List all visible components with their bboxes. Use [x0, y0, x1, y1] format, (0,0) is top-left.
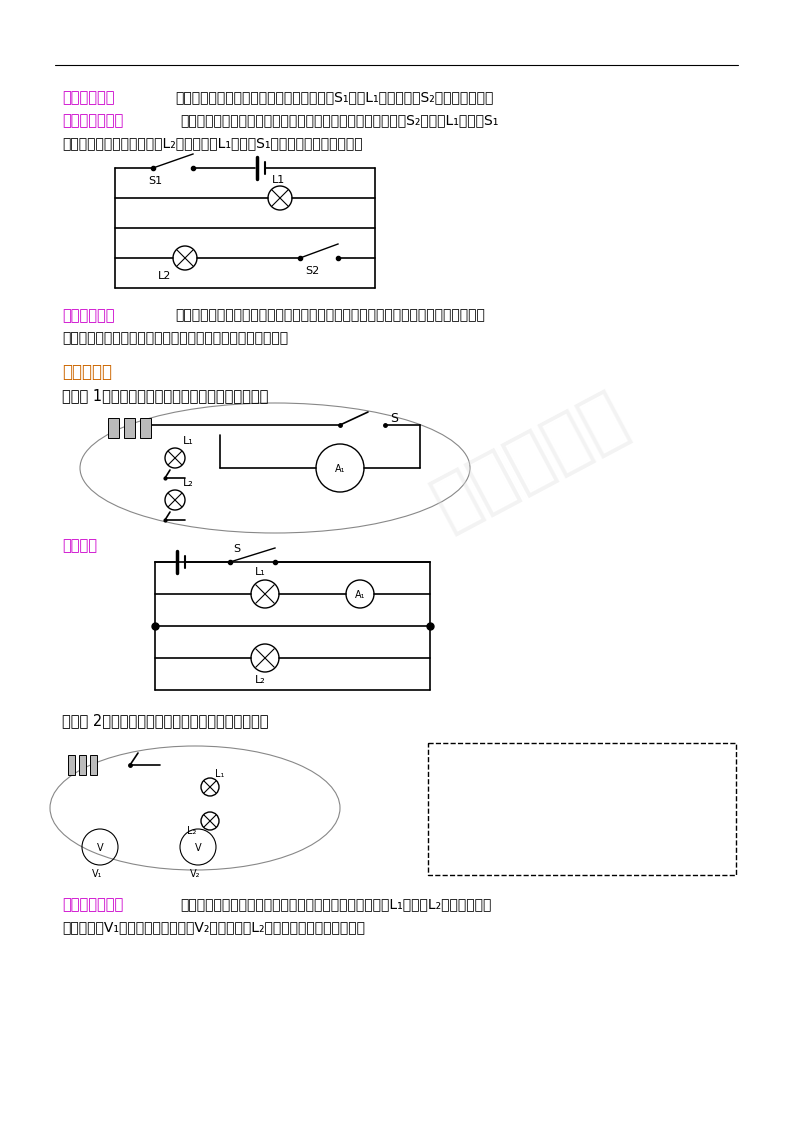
Text: 从实物图中可以看出，两只灯泡并联，开关S₁控制L₁支路，开关S₂控制整个电路。: 从实物图中可以看出，两只灯泡并联，开关S₁控制L₁支路，开关S₂控制整个电路。	[175, 90, 493, 104]
Text: S: S	[390, 412, 398, 425]
Text: 【变式 2】根据实物图在方框内画出相应的电路图。: 【变式 2】根据实物图在方框内画出相应的电路图。	[62, 712, 269, 728]
Text: V₁: V₁	[92, 870, 102, 879]
Bar	[124, 419, 135, 438]
Text: 【变式 1】请根据实物连接图，画出对应的电路图。: 【变式 1】请根据实物连接图，画出对应的电路图。	[62, 388, 268, 403]
Text: L₁: L₁	[183, 436, 193, 447]
Text: V: V	[97, 843, 103, 853]
Text: 非会员水印: 非会员水印	[422, 381, 638, 539]
Text: A₁: A₁	[335, 465, 345, 473]
Text: 后把电压表V₁并联在电源的两端，V₂并联在灯泡L₂两端即可，如下如图所示：: 后把电压表V₁并联在电源的两端，V₂并联在灯泡L₂两端即可，如下如图所示：	[62, 920, 365, 934]
Text: 先画出电源的符号，按电流流向法从正极开始，依次画出开关S₂、灯泡L₁、开关S₁: 先画出电源的符号，按电流流向法从正极开始，依次画出开关S₂、灯泡L₁、开关S₁	[180, 113, 498, 127]
Text: S1: S1	[148, 176, 162, 186]
Text: L₂: L₂	[187, 826, 197, 836]
Text: S2: S2	[305, 266, 320, 276]
Text: 【答案与解析】: 【答案与解析】	[62, 896, 123, 912]
Text: 【答案】: 【答案】	[62, 539, 97, 553]
Text: 物图画电路图是整个初中物理的难点，也是中考必考的内容。: 物图画电路图是整个初中物理的难点，也是中考必考的内容。	[62, 331, 288, 344]
Text: A₁: A₁	[354, 590, 366, 600]
Bar	[68, 755, 75, 775]
Bar	[79, 755, 86, 775]
Text: 本题考查了根据实物图画电路图，关键是明白电路中各个用电器的连接方式，根据实: 本题考查了根据实物图画电路图，关键是明白电路中各个用电器的连接方式，根据实	[175, 309, 485, 322]
Text: L₂: L₂	[183, 478, 193, 488]
Text: V₂: V₂	[190, 870, 201, 879]
Text: L₂: L₂	[255, 675, 266, 686]
Bar	[108, 419, 119, 438]
Text: 【总结升华】: 【总结升华】	[62, 309, 114, 323]
Text: 【答案与解析】: 【答案与解析】	[62, 113, 123, 128]
Text: L1: L1	[272, 175, 285, 185]
Text: 【思路点拨】: 【思路点拨】	[62, 90, 114, 105]
Text: L₁: L₁	[255, 567, 266, 577]
Text: 举一反三：: 举一反三：	[62, 364, 112, 381]
Text: V: V	[195, 843, 201, 853]
Bar	[428, 743, 736, 875]
Text: L₁: L₁	[215, 769, 224, 779]
Text: 回到电源的负极，再把灯泡L₂并联在灯泡L₁与开关S₁的两端即可。如图所示：: 回到电源的负极，再把灯泡L₂并联在灯泡L₁与开关S₁的两端即可。如图所示：	[62, 136, 362, 150]
Text: S: S	[233, 544, 240, 554]
Bar	[140, 419, 151, 438]
Bar	[90, 755, 97, 775]
Text: 先画出电源符号，从电源的正极出发依次画出开关、灯泡L₁、灯泡L₂回到负极，然: 先画出电源符号，从电源的正极出发依次画出开关、灯泡L₁、灯泡L₂回到负极，然	[180, 896, 492, 911]
Text: L2: L2	[158, 272, 171, 280]
